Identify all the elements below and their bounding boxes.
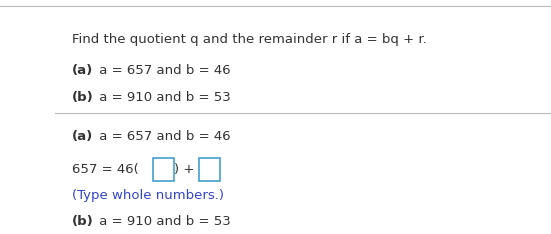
Text: a = 657 and b = 46: a = 657 and b = 46 bbox=[95, 64, 231, 77]
FancyBboxPatch shape bbox=[153, 158, 174, 181]
Text: (Type whole numbers.): (Type whole numbers.) bbox=[72, 189, 224, 202]
Text: (b): (b) bbox=[72, 91, 93, 104]
Text: Find the quotient q and the remainder r if a = bq + r.: Find the quotient q and the remainder r … bbox=[72, 33, 426, 46]
Text: (b): (b) bbox=[72, 215, 93, 228]
Text: a = 657 and b = 46: a = 657 and b = 46 bbox=[95, 130, 231, 143]
Text: (a): (a) bbox=[72, 130, 93, 143]
Text: a = 910 and b = 53: a = 910 and b = 53 bbox=[95, 215, 231, 228]
Text: ) +: ) + bbox=[174, 163, 199, 176]
Text: a = 910 and b = 53: a = 910 and b = 53 bbox=[95, 91, 231, 104]
Text: (a): (a) bbox=[72, 64, 93, 77]
Text: 657 = 46(: 657 = 46( bbox=[72, 163, 138, 176]
FancyBboxPatch shape bbox=[199, 158, 220, 181]
